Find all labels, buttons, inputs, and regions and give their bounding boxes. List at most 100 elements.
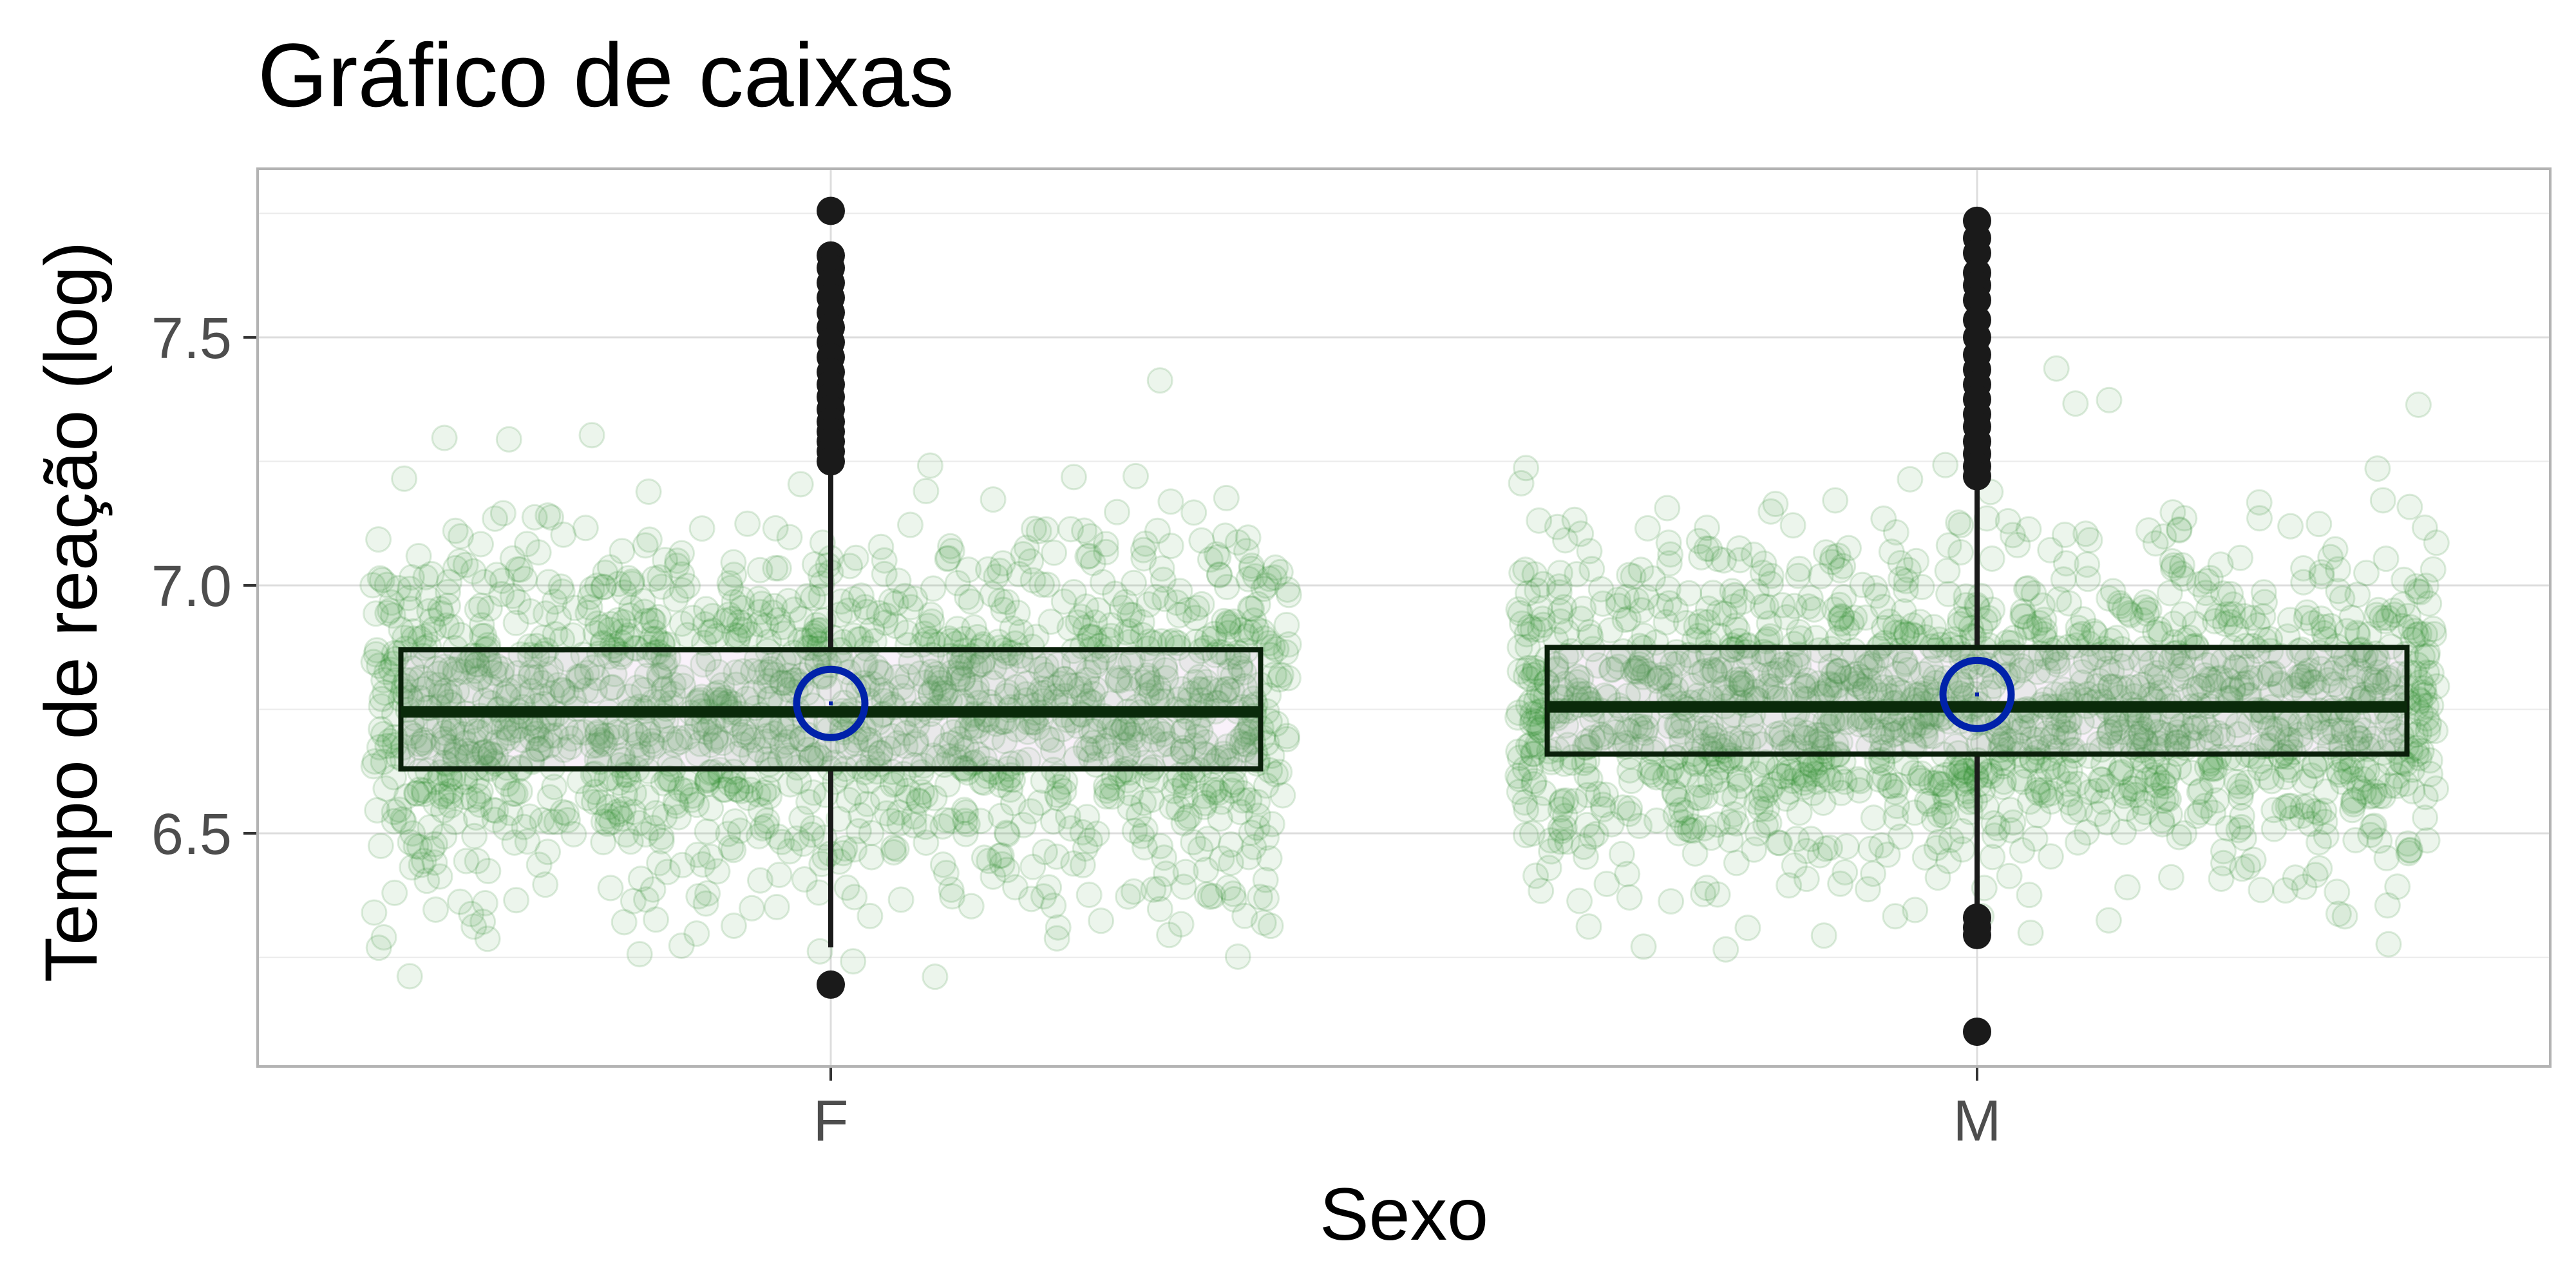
jitter-point: [866, 600, 893, 627]
jitter-point: [2248, 876, 2275, 904]
jitter-point: [1231, 673, 1258, 699]
jitter-point: [2405, 392, 2432, 418]
jitter-point: [422, 831, 448, 858]
jitter-point: [873, 800, 900, 827]
jitter-point: [854, 790, 881, 817]
jitter-point: [916, 452, 943, 479]
jitter-point: [632, 532, 659, 559]
jitter-point: [1996, 862, 2023, 889]
jitter-point: [1218, 849, 1244, 876]
outlier-point: [1963, 1018, 1991, 1046]
jitter-point: [688, 515, 715, 542]
jitter-point: [386, 796, 413, 823]
jitter-point: [905, 788, 933, 815]
jitter-point: [1726, 535, 1753, 562]
jitter-point: [1235, 565, 1262, 592]
jitter-point: [1220, 886, 1247, 913]
jitter-point: [2159, 499, 2186, 526]
jitter-point: [871, 547, 898, 574]
jitter-point: [359, 572, 386, 599]
jitter-point: [1139, 646, 1166, 673]
jitter-point: [368, 567, 395, 594]
jitter-point: [414, 732, 441, 759]
jitter-point: [1578, 556, 1605, 583]
jitter-point: [781, 596, 808, 623]
jitter-point: [2325, 900, 2352, 927]
jitter-point: [1089, 569, 1116, 596]
jitter-point: [857, 902, 884, 929]
jitter-point: [615, 565, 642, 592]
jitter-point: [504, 556, 531, 583]
jitter-point: [381, 799, 408, 826]
jitter-point: [431, 719, 458, 746]
jitter-point: [2050, 566, 2077, 593]
jitter-point: [1723, 849, 1750, 876]
jitter-point: [494, 770, 521, 797]
jitter-point: [632, 821, 659, 848]
jitter-point: [2359, 813, 2386, 840]
jitter-point: [442, 660, 469, 687]
jitter-point: [1057, 815, 1084, 842]
jitter-point: [450, 658, 477, 685]
jitter-point: [999, 615, 1026, 642]
jitter-point: [1266, 666, 1293, 693]
jitter-point: [987, 802, 1014, 829]
jitter-point: [2043, 355, 2070, 382]
jitter-point: [1616, 562, 1643, 589]
jitter-point: [2149, 811, 2176, 838]
jitter-point: [952, 799, 980, 826]
jitter-point: [529, 670, 556, 696]
jitter-point: [468, 531, 494, 558]
jitter-point: [721, 562, 748, 589]
jitter-point: [976, 848, 1003, 875]
jitter-point: [1215, 875, 1242, 902]
jitter-point: [1115, 883, 1142, 910]
jitter-point: [918, 721, 945, 748]
jitter-point: [1018, 548, 1045, 575]
jitter-point: [888, 674, 915, 701]
jitter-point: [2181, 611, 2208, 638]
jitter-point: [363, 600, 390, 627]
jitter-point: [1079, 680, 1106, 707]
jitter-point: [558, 725, 585, 752]
jitter-point: [1069, 851, 1096, 878]
jitter-point: [1129, 669, 1156, 696]
jitter-point: [497, 800, 524, 826]
jitter-point: [1250, 576, 1277, 602]
jitter-point: [947, 654, 974, 681]
jitter-point: [895, 777, 922, 804]
jitter-point: [2374, 892, 2401, 919]
jitter-point: [422, 655, 450, 682]
jitter-point: [590, 829, 617, 856]
jitter-point: [1187, 835, 1214, 862]
jitter-point: [2375, 931, 2402, 958]
jitter-point: [541, 773, 568, 800]
jitter-point: [1262, 761, 1289, 788]
jitter-point: [769, 732, 796, 759]
jitter-point: [1633, 584, 1660, 611]
jitter-point: [413, 867, 440, 895]
jitter-point: [771, 620, 798, 647]
jitter-point: [790, 830, 817, 857]
jitter-point: [654, 858, 681, 886]
jitter-point: [668, 933, 695, 959]
jitter-point: [967, 808, 994, 835]
jitter-point: [912, 669, 939, 696]
jitter-point: [938, 807, 965, 834]
jitter-point: [2229, 803, 2256, 829]
jitter-point: [476, 651, 503, 678]
jitter-point: [1002, 874, 1028, 901]
jitter-point: [826, 601, 853, 628]
jitter-point: [2131, 594, 2157, 621]
jitter-point: [1172, 858, 1199, 886]
jitter-point: [885, 567, 912, 594]
jitter-point: [703, 727, 730, 754]
jitter-point: [578, 576, 605, 603]
jitter-point: [762, 661, 789, 688]
jitter-point: [643, 906, 669, 933]
jitter-point: [853, 726, 880, 753]
jitter-point: [2193, 568, 2221, 594]
jitter-point: [949, 667, 976, 694]
jitter-point: [482, 797, 509, 824]
